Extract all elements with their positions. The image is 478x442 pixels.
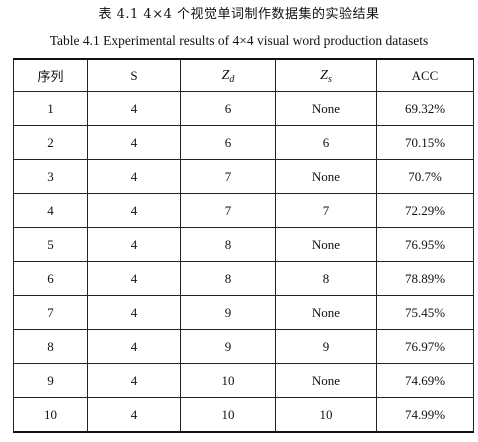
cell-acc: 74.99% xyxy=(376,397,474,433)
cell-s: 4 xyxy=(87,227,181,262)
table-row: 10 4 10 10 74.99% xyxy=(13,397,474,433)
cell-index: 10 xyxy=(13,397,88,433)
table-row: 2 4 6 6 70.15% xyxy=(13,125,474,160)
cell-index: 6 xyxy=(13,261,88,296)
table-caption-chinese: 表 4.1 4×4 个视觉单词制作数据集的实验结果 xyxy=(98,7,380,22)
cell-zs: 8 xyxy=(275,261,377,296)
cell-index: 7 xyxy=(13,295,88,330)
cell-index: 5 xyxy=(13,227,88,262)
cell-zs: 6 xyxy=(275,125,377,160)
cell-s: 4 xyxy=(87,91,181,126)
cell-acc: 74.69% xyxy=(376,363,474,398)
table-row: 6 4 8 8 78.89% xyxy=(13,261,474,296)
cell-acc: 70.15% xyxy=(376,125,474,160)
cell-index: 1 xyxy=(13,91,88,126)
cell-acc: 75.45% xyxy=(376,295,474,330)
cell-zd: 10 xyxy=(180,397,276,433)
cell-zs: 9 xyxy=(275,329,377,364)
table-row: 4 4 7 7 72.29% xyxy=(13,193,474,228)
cell-zd: 9 xyxy=(180,295,276,330)
cell-acc: 69.32% xyxy=(376,91,474,126)
table-header-row: 序列 S Zd Zs ACC xyxy=(13,58,474,92)
cell-acc: 72.29% xyxy=(376,193,474,228)
cell-zs: 10 xyxy=(275,397,377,433)
table-caption-english: Table 4.1 Experimental results of 4×4 vi… xyxy=(49,33,429,48)
cell-zs: None xyxy=(275,363,377,398)
cell-s: 4 xyxy=(87,261,181,296)
cell-index: 8 xyxy=(13,329,88,364)
cell-acc: 70.7% xyxy=(376,159,474,194)
header-s: S xyxy=(87,58,181,92)
header-acc: ACC xyxy=(376,58,474,92)
cell-index: 2 xyxy=(13,125,88,160)
cell-zs: None xyxy=(275,91,377,126)
cell-index: 3 xyxy=(13,159,88,194)
cell-zd: 8 xyxy=(180,227,276,262)
header-index: 序列 xyxy=(13,58,88,92)
cell-acc: 76.95% xyxy=(376,227,474,262)
cell-s: 4 xyxy=(87,125,181,160)
header-zd: Zd xyxy=(180,58,276,92)
table-row: 1 4 6 None 69.32% xyxy=(13,91,474,126)
table-row: 9 4 10 None 74.69% xyxy=(13,363,474,398)
cell-zs: None xyxy=(275,295,377,330)
cell-zs: None xyxy=(275,227,377,262)
cell-s: 4 xyxy=(87,397,181,433)
table-row: 5 4 8 None 76.95% xyxy=(13,227,474,262)
cell-acc: 78.89% xyxy=(376,261,474,296)
cell-acc: 76.97% xyxy=(376,329,474,364)
cell-zd: 7 xyxy=(180,159,276,194)
cell-zs: 7 xyxy=(275,193,377,228)
header-zs-sub: s xyxy=(327,73,332,85)
cell-s: 4 xyxy=(87,193,181,228)
cell-s: 4 xyxy=(87,363,181,398)
table-row: 8 4 9 9 76.97% xyxy=(13,329,474,364)
cell-zd: 6 xyxy=(180,125,276,160)
cell-s: 4 xyxy=(87,329,181,364)
results-table: 序列 S Zd Zs ACC 1 4 6 None 69.32% 2 4 6 6… xyxy=(13,58,474,433)
table-row: 7 4 9 None 75.45% xyxy=(13,295,474,330)
cell-index: 4 xyxy=(13,193,88,228)
header-zd-sub: d xyxy=(229,73,235,85)
cell-zd: 10 xyxy=(180,363,276,398)
cell-zd: 6 xyxy=(180,91,276,126)
header-zs-base: Z xyxy=(320,67,328,83)
cell-s: 4 xyxy=(87,295,181,330)
cell-zs: None xyxy=(275,159,377,194)
cell-zd: 9 xyxy=(180,329,276,364)
cell-s: 4 xyxy=(87,159,181,194)
cell-index: 9 xyxy=(13,363,88,398)
table-row: 3 4 7 None 70.7% xyxy=(13,159,474,194)
cell-zd: 8 xyxy=(180,261,276,296)
header-zd-base: Z xyxy=(221,67,230,83)
cell-zd: 7 xyxy=(180,193,276,228)
header-zs: Zs xyxy=(275,58,377,92)
